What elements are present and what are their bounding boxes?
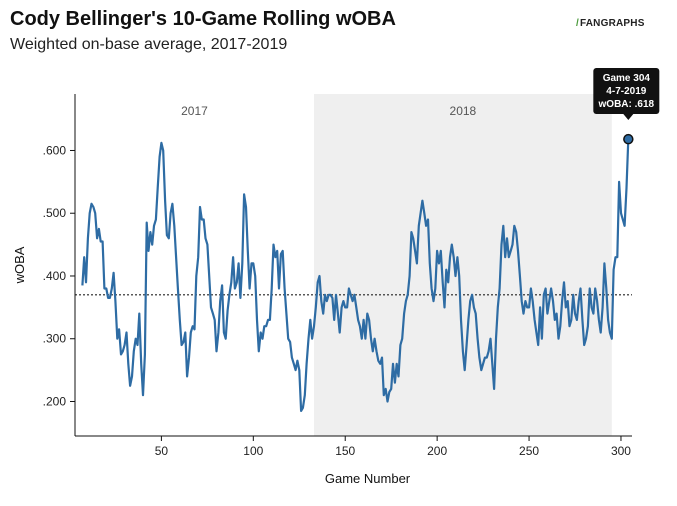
tooltip-box	[593, 68, 660, 114]
tooltip-line: Game 304	[603, 73, 651, 84]
x-tick-label: 250	[519, 444, 539, 458]
season-shade-layer	[313, 94, 612, 436]
season-shade-2018	[313, 94, 612, 436]
x-tick-label: 150	[335, 444, 355, 458]
tooltip-line: 4-7-2019	[606, 86, 646, 97]
tooltip-layer: Game 304 4-7-2019 wOBA: .618	[593, 68, 660, 120]
x-tick-label: 200	[427, 444, 447, 458]
season-label-2018: 2018	[450, 104, 477, 118]
logo-text: FANGRAPHS	[579, 18, 645, 29]
chart-subtitle: Weighted on-base average, 2017-2019	[10, 36, 288, 53]
chart-title: Cody Bellinger's 10-Game Rolling wOBA	[10, 8, 396, 30]
season-label-2017: 2017	[181, 104, 208, 118]
fangraphs-logo[interactable]: /FANGRAPHS	[576, 18, 645, 29]
label-layer: 2017 2018	[181, 104, 476, 118]
y-tick-label: .500	[43, 206, 67, 220]
series-layer	[81, 133, 634, 412]
y-tick-label: .600	[43, 143, 67, 157]
tooltip-pointer	[623, 114, 634, 120]
tooltip-line: wOBA: .618	[598, 99, 655, 110]
x-tick-label: 50	[155, 444, 169, 458]
woba-series-line	[81, 139, 630, 412]
x-tick-label: 100	[243, 444, 263, 458]
logo-mark-icon: /	[576, 18, 579, 29]
y-tick-label: .400	[43, 269, 67, 283]
axes-layer: .200 .300 .400 .500 .600 50 100 150 200 250 300 Gam…	[12, 94, 632, 486]
x-tick-label: 300	[611, 444, 631, 458]
x-axis-title: Game Number	[325, 471, 411, 486]
y-tick-label: .300	[43, 332, 67, 346]
y-tick-label: .200	[43, 394, 67, 408]
highlight-point	[623, 133, 634, 145]
y-axis-title: wOBA	[12, 246, 27, 284]
